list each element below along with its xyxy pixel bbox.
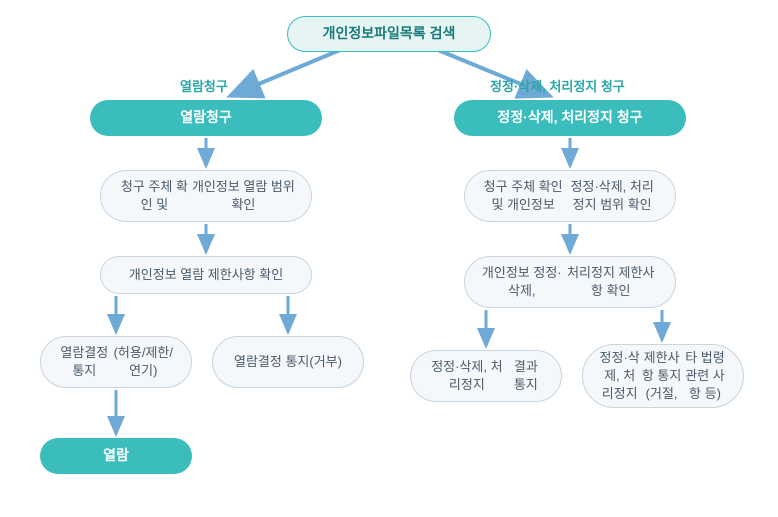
branch-label-right: 정정·삭제, 처리정지 청구 xyxy=(490,76,625,95)
flow-node-L1: 열람청구 xyxy=(90,100,322,136)
flow-node-L2: 청구 주체 확인 및개인정보 열람 범위 확인 xyxy=(100,170,312,222)
flow-node-root: 개인정보파일목록 검색 xyxy=(287,16,491,52)
flow-node-R2: 청구 주체 확인 및 개인정보정정·삭제, 처리정지 범위 확인 xyxy=(464,170,676,222)
flow-node-R4b: 정정·삭제, 처리정지제한사항 통지 (거절,타 법령 관련 사항 등) xyxy=(582,344,744,408)
flow-node-R3: 개인정보 정정·삭제,처리정지 제한사항 확인 xyxy=(464,256,676,308)
flow-node-L4b: 열람결정 통지(거부) xyxy=(212,336,364,388)
branch-label-left: 열람청구 xyxy=(180,76,228,95)
flow-node-L3: 개인정보 열람 제한사항 확인 xyxy=(100,256,312,294)
flow-node-R4a: 정정·삭제, 처리정지결과 통지 xyxy=(410,350,562,402)
flow-node-R1: 정정·삭제, 처리정지 청구 xyxy=(454,100,686,136)
flow-node-L4a: 열람결정 통지(허용/제한/연기) xyxy=(40,336,192,388)
flow-node-L5: 열람 xyxy=(40,438,192,474)
